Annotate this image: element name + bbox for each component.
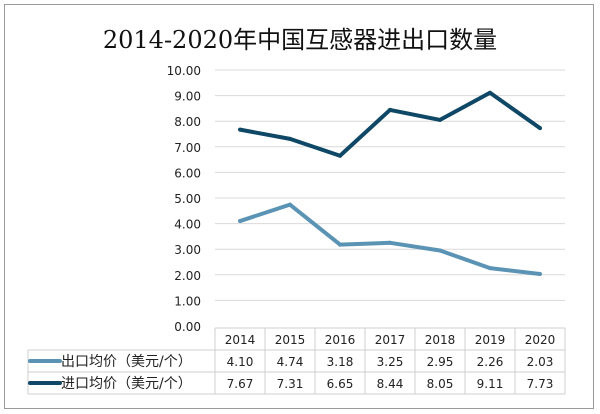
x-tick-label: 2020 — [525, 333, 556, 347]
data-point — [238, 127, 242, 132]
legend-label: 进口均价（美元/个） — [61, 376, 192, 392]
y-tick-label: 0.00 — [174, 320, 201, 334]
data-label: 7.31 — [277, 377, 304, 391]
legend-label: 出口均价（美元/个） — [61, 354, 192, 370]
y-tick-label: 8.00 — [174, 115, 201, 129]
y-tick-label: 6.00 — [174, 166, 201, 180]
data-label: 2.03 — [527, 355, 554, 369]
data-label: 4.10 — [227, 355, 254, 369]
y-tick-label: 2.00 — [174, 269, 201, 283]
data-label: 3.18 — [327, 355, 354, 369]
data-label: 8.05 — [427, 377, 454, 391]
chart-title: 2014-2020年中国互感器进出口数量 — [102, 26, 498, 54]
data-point — [338, 153, 342, 158]
x-tick-label: 2017 — [375, 333, 406, 347]
data-point — [538, 126, 542, 131]
data-point — [388, 240, 392, 245]
data-point — [538, 272, 542, 277]
data-label: 6.65 — [327, 377, 354, 391]
data-label: 3.25 — [377, 355, 404, 369]
data-label: 8.44 — [377, 377, 404, 391]
data-label: 7.73 — [527, 377, 554, 391]
data-point — [438, 117, 442, 122]
x-tick-label: 2015 — [275, 333, 306, 347]
data-point — [238, 219, 242, 224]
data-label: 9.11 — [477, 377, 504, 391]
y-tick-label: 9.00 — [174, 90, 201, 104]
x-tick-label: 2018 — [425, 333, 456, 347]
y-tick-label: 7.00 — [174, 141, 201, 155]
x-tick-label: 2014 — [225, 333, 256, 347]
chart-frame — [4, 4, 594, 409]
data-label: 2.95 — [427, 355, 454, 369]
y-tick-label: 10.00 — [167, 64, 201, 78]
data-point — [488, 266, 492, 271]
data-point — [388, 107, 392, 112]
data-point — [338, 242, 342, 247]
data-label: 2.26 — [477, 355, 504, 369]
data-point — [488, 90, 492, 95]
y-tick-label: 4.00 — [174, 218, 201, 232]
data-label: 7.67 — [227, 377, 254, 391]
series-line — [239, 202, 541, 277]
data-point — [288, 136, 292, 141]
y-tick-label: 1.00 — [174, 294, 201, 308]
x-tick-label: 2016 — [325, 333, 356, 347]
data-label: 4.74 — [277, 355, 304, 369]
data-point — [438, 248, 442, 253]
y-tick-label: 3.00 — [174, 243, 201, 257]
y-tick-label: 5.00 — [174, 192, 201, 206]
x-tick-label: 2019 — [475, 333, 506, 347]
data-point — [288, 202, 292, 207]
